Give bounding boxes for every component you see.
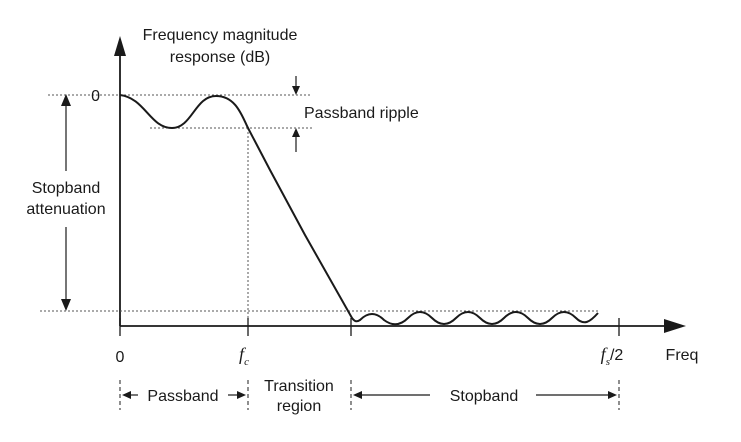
- stopband-attenuation-arrowhead-bottom: [61, 299, 71, 311]
- passband-arrowhead-right: [237, 391, 246, 399]
- x-axis-arrowhead: [664, 319, 686, 333]
- stopband-arrowhead-right: [608, 391, 617, 399]
- transition-region-label-line2: region: [277, 398, 321, 415]
- y-axis-label-line2: response (dB): [170, 49, 271, 66]
- stopband-attenuation-label-line1: Stopband: [32, 180, 101, 197]
- stopband-attenuation-label-line2: attenuation: [26, 201, 105, 218]
- stopband-arrowhead-left: [353, 391, 362, 399]
- stopband-attenuation-arrowhead-top: [61, 94, 71, 106]
- y-axis-arrowhead: [114, 36, 126, 56]
- fs-half-label: fs/2: [601, 344, 624, 368]
- passband-region-label: Passband: [147, 388, 218, 405]
- filter-response-curve: [119, 94, 599, 326]
- x-zero-label: 0: [116, 349, 125, 366]
- passband-ripple-label: Passband ripple: [304, 105, 419, 122]
- stopband-region-label: Stopband: [450, 388, 519, 405]
- ripple-arrowhead-top: [292, 86, 300, 95]
- passband-arrowhead-left: [122, 391, 131, 399]
- x-axis-label: Freq: [666, 347, 699, 364]
- transition-region-label-line1: Transition: [264, 378, 334, 395]
- y-zero-label: 0: [91, 88, 100, 105]
- y-axis-label-line1: Frequency magnitude: [143, 27, 298, 44]
- fc-label: fc: [239, 344, 249, 368]
- ripple-arrowhead-bottom: [292, 128, 300, 137]
